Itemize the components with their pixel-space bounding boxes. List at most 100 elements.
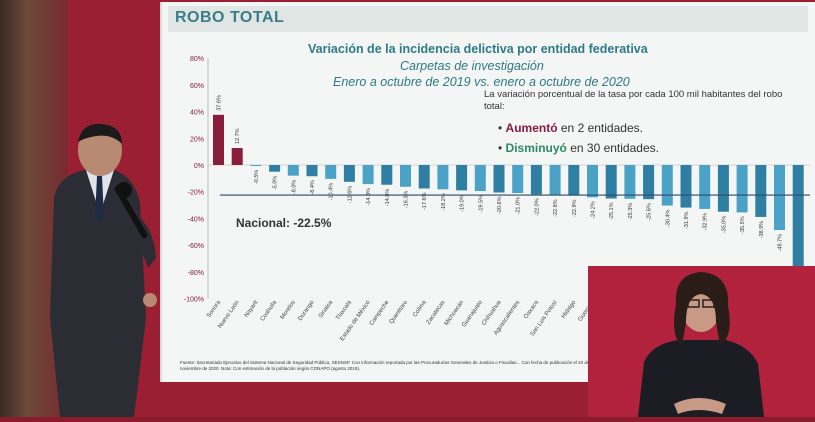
y-tick-label: -20% bbox=[188, 190, 204, 197]
decrease-count: en 30 entidades. bbox=[566, 141, 659, 155]
interpreter-person bbox=[638, 272, 764, 417]
bar bbox=[755, 165, 767, 217]
bar-value-label: -16.3% bbox=[404, 191, 410, 209]
category-label: Durango bbox=[298, 299, 316, 322]
bar bbox=[736, 165, 748, 213]
bar bbox=[549, 165, 561, 196]
bar bbox=[269, 165, 281, 172]
decrease-summary: • Disminuyó en 30 entidades. bbox=[498, 141, 659, 155]
bar-value-label: -25.6% bbox=[647, 203, 653, 221]
bar-value-label: -22.0% bbox=[534, 198, 540, 216]
bar-value-label: -21.0% bbox=[516, 197, 522, 215]
bar-value-label: -20.6% bbox=[497, 196, 503, 214]
category-label: Nayarit bbox=[244, 299, 260, 318]
bar bbox=[699, 165, 711, 209]
bar-value-label: 37.6% bbox=[217, 95, 223, 111]
chart-period: Enero a octubre de 2019 vs. enero a octu… bbox=[333, 75, 630, 89]
bar-value-label: -8.0% bbox=[291, 180, 297, 194]
bar bbox=[213, 114, 224, 165]
bar bbox=[568, 165, 580, 196]
bar-value-label: -31.9% bbox=[684, 211, 690, 229]
bar-chart: 80% 60% 40% 20% 0% -20% -40% -60% -80% -100% 37.6%… bbox=[184, 56, 810, 342]
bar bbox=[437, 165, 449, 190]
bar-value-label: -22.9% bbox=[572, 199, 578, 217]
bar bbox=[717, 165, 729, 212]
category-label: Colima bbox=[412, 299, 428, 318]
bar-value-label: -22.8% bbox=[553, 199, 559, 217]
bar-value-label: -24.2% bbox=[591, 201, 597, 219]
bar-value-label: -32.9% bbox=[703, 213, 709, 231]
bar-value-label: -8.4% bbox=[310, 180, 316, 194]
category-label: Zacatecas bbox=[426, 300, 447, 326]
chart-note: La variación porcentual de la tasa por c… bbox=[484, 89, 783, 112]
national-value: Nacional: -22.5% bbox=[236, 216, 332, 230]
bar bbox=[605, 165, 617, 199]
chart-subtitle: Carpetas de investigación bbox=[400, 59, 544, 73]
bar bbox=[643, 165, 655, 200]
source-footnote: Fuente: Secretariado Ejecutivo del Siste… bbox=[180, 360, 590, 371]
y-tick-label: 60% bbox=[190, 83, 204, 90]
category-label: Coahuila bbox=[260, 299, 279, 322]
category-label: Querétaro bbox=[389, 299, 410, 325]
bar-value-label: -25.1% bbox=[609, 202, 615, 220]
chart-title: Variación de la incidencia delictiva por… bbox=[308, 42, 648, 56]
y-tick-label: -40% bbox=[188, 216, 204, 223]
bar-value-label: -48.7% bbox=[778, 234, 784, 252]
category-label: Sonora bbox=[206, 299, 222, 319]
category-label: Campeche bbox=[369, 299, 391, 327]
bar bbox=[661, 165, 673, 206]
slide-header-bar bbox=[168, 6, 808, 32]
bar-value-label: -5.0% bbox=[273, 176, 279, 190]
category-label: Hidalgo bbox=[561, 299, 578, 320]
y-tick-label: 0% bbox=[194, 163, 204, 170]
bar-value-label: -14.3% bbox=[366, 188, 372, 206]
bar bbox=[530, 165, 542, 195]
slide-title: ROBO TOTAL bbox=[175, 9, 285, 26]
bar bbox=[231, 148, 243, 165]
decrease-label: Disminuyó bbox=[505, 141, 567, 155]
presenter-person bbox=[50, 123, 157, 417]
bar-value-label: -19.5% bbox=[478, 195, 484, 213]
bar bbox=[493, 165, 505, 193]
bar bbox=[306, 165, 318, 177]
bar bbox=[362, 165, 374, 185]
bar-value-label: -10.4% bbox=[329, 183, 335, 201]
y-tick-label: -100% bbox=[184, 297, 204, 304]
bar bbox=[624, 165, 636, 199]
y-tick-label: -60% bbox=[188, 243, 204, 250]
bar bbox=[381, 165, 393, 185]
bar-value-label: -25.3% bbox=[628, 203, 634, 221]
category-label: Oaxaca bbox=[523, 299, 540, 320]
increase-label: Aumentó bbox=[505, 121, 558, 135]
category-label: Sinaloa bbox=[318, 299, 335, 319]
bar-value-label: -19.0% bbox=[460, 194, 466, 212]
bar-value-label: -30.4% bbox=[665, 209, 671, 227]
bar-value-label: -38.9% bbox=[759, 221, 765, 239]
bar-value-label: -18.2% bbox=[441, 193, 447, 211]
bar-value-label: -35.5% bbox=[740, 216, 746, 234]
bar bbox=[512, 165, 524, 194]
increase-count: en 2 entidades. bbox=[557, 121, 643, 135]
bar bbox=[343, 165, 355, 182]
bar bbox=[287, 165, 299, 176]
y-tick-label: 40% bbox=[190, 110, 204, 117]
bar bbox=[792, 165, 804, 271]
bar-value-label: -14.8% bbox=[385, 189, 391, 207]
bar bbox=[474, 165, 486, 192]
sign-language-inset bbox=[588, 266, 815, 417]
bar-value-label: 12.7% bbox=[235, 128, 241, 144]
y-tick-label: 20% bbox=[190, 136, 204, 143]
y-tick-label: -80% bbox=[188, 270, 204, 277]
bar bbox=[456, 165, 468, 191]
bar-value-label: -35.0% bbox=[721, 216, 727, 234]
y-tick-label: 80% bbox=[190, 56, 204, 63]
category-label: Morelos bbox=[280, 300, 297, 321]
bar bbox=[250, 165, 262, 166]
bar bbox=[400, 165, 411, 187]
bar bbox=[774, 165, 785, 231]
bar-value-label: -17.6% bbox=[422, 192, 428, 210]
bar-value-label: -0.5% bbox=[254, 170, 260, 184]
category-label: Tlaxcala bbox=[335, 299, 353, 321]
bar bbox=[325, 165, 337, 179]
